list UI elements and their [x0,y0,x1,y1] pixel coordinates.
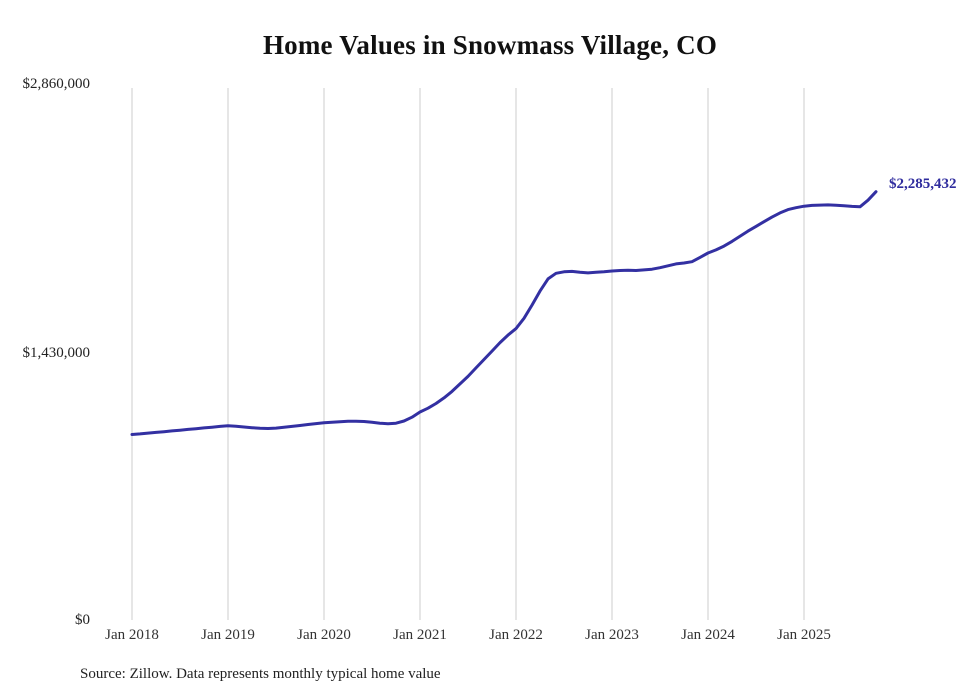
x-axis-tick-jan-2018: Jan 2018 [105,627,159,643]
y-axis-tick-2860000: $2,860,000 [22,76,91,92]
latest-value-label: $2,285,432 [889,176,957,192]
x-axis-tick-jan-2020: Jan 2020 [297,627,351,643]
chart-title: Home Values in Snowmass Village, CO [262,30,718,60]
x-axis-tick-jan-2021: Jan 2021 [393,627,447,643]
x-axis-tick-jan-2024: Jan 2024 [681,627,735,643]
vertical-gridlines [131,88,805,620]
x-axis-tick-jan-2025: Jan 2025 [777,627,831,643]
y-axis-tick-1430000: $1,430,000 [22,345,91,361]
x-axis-tick-jan-2019: Jan 2019 [201,627,255,643]
x-axis-tick-jan-2022: Jan 2022 [489,627,543,643]
x-axis: Jan 2018 Jan 2019 Jan 2020 Jan 2021 Jan … [0,625,980,647]
home-value-line [130,190,878,436]
source-note: Source: Zillow. Data represents monthly … [80,666,441,682]
y-axis-tick-0: $0 [75,612,90,628]
x-axis-tick-jan-2023: Jan 2023 [585,627,639,643]
